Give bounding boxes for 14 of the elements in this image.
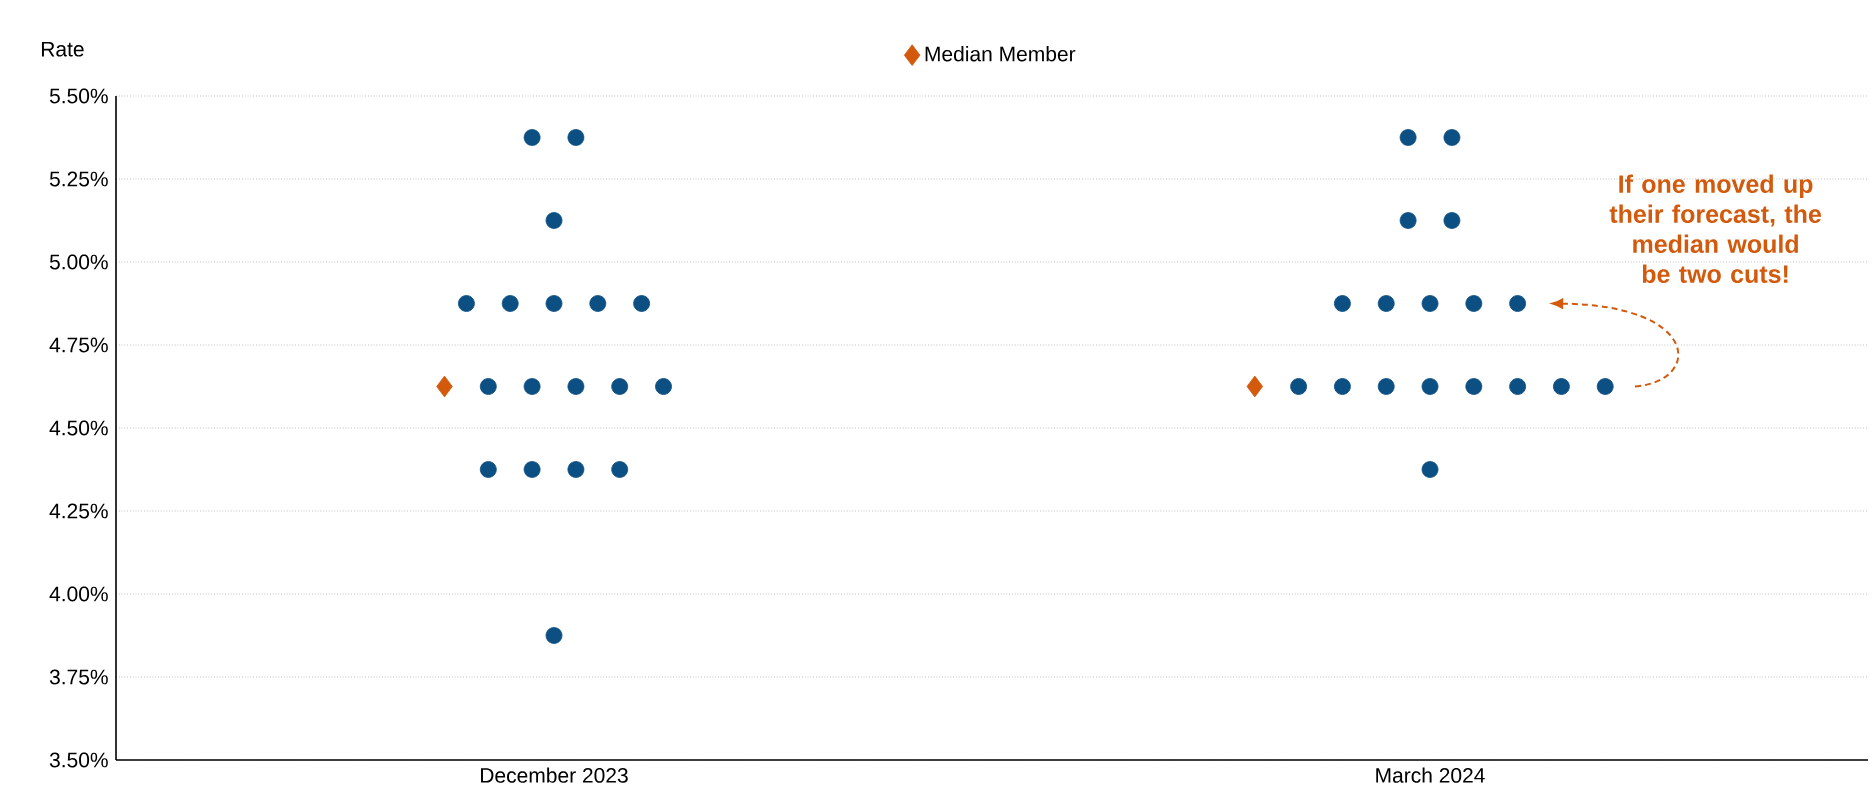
y-tick-label: 4.00% (49, 586, 108, 602)
y-tick-label: 4.50% (49, 420, 108, 436)
legend-label: Median Member (925, 45, 1076, 62)
y-tick-label: 5.00% (49, 254, 108, 270)
y-tick-label: 4.25% (49, 503, 108, 519)
y-axis-title: Rate (41, 41, 84, 57)
x-tick-label: March 2024 (1376, 767, 1485, 783)
y-tick-label: 5.50% (49, 88, 108, 104)
y-tick-label: 3.50% (49, 752, 108, 768)
y-tick-label: 4.75% (49, 337, 108, 353)
x-tick-label: December 2023 (481, 767, 628, 783)
annotation: If one moved up their forecast, the median would be two cuts! (1609, 174, 1821, 283)
y-tick-label: 3.75% (49, 669, 108, 685)
y-tick-label: 5.25% (49, 171, 108, 187)
